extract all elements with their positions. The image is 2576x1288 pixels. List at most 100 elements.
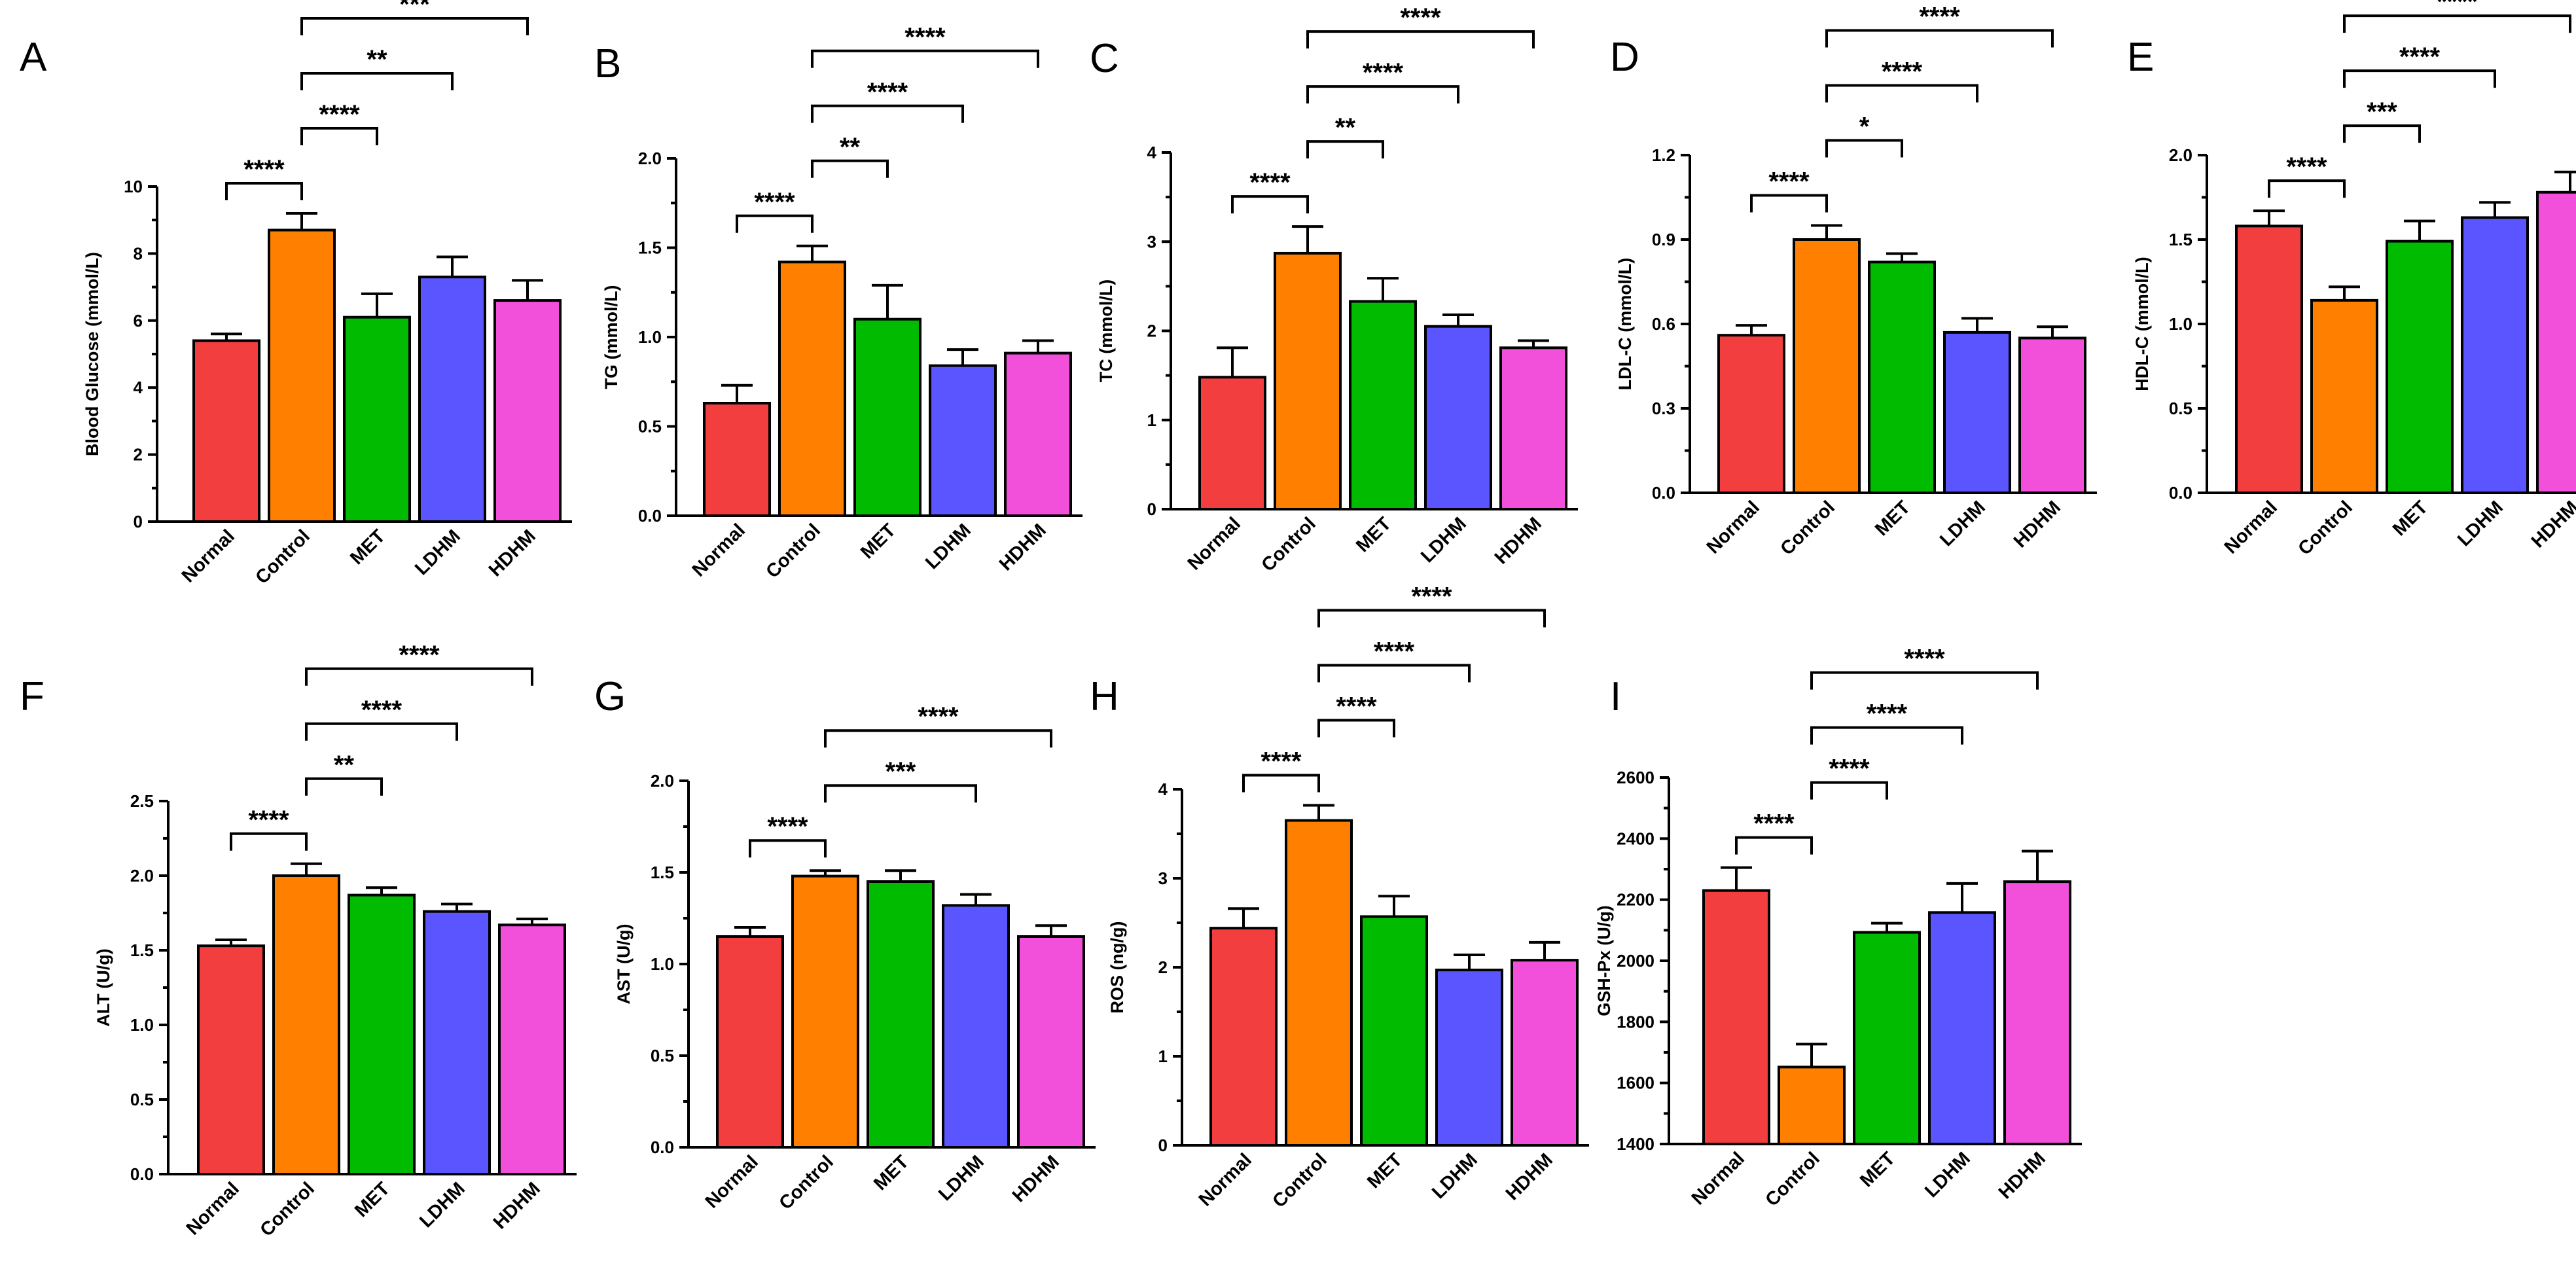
chart-panel-i: I 1400 1600 1800 2000 2200 2400 2600 GSH-Px (U/g… [1594, 645, 2082, 1211]
x-tick-label: HDHM [485, 526, 540, 581]
bar-ldhm [418, 276, 486, 523]
error-bar [1378, 895, 1410, 917]
significance-label: *** [2367, 98, 2397, 126]
significance-label: **** [1363, 58, 1404, 87]
chart-panel-h: H 0 1 2 3 4 ROS (ng/g) Normal Control MET LDHM HDHM… [1090, 582, 1589, 1212]
y-tick-label: 0 [134, 512, 143, 531]
bar-normal [2235, 224, 2303, 494]
x-tick-label: MET [1856, 1148, 1899, 1191]
y-tick-label: 3 [1147, 232, 1156, 251]
panel-letter: D [1610, 35, 1639, 80]
y-tick-label: 2 [134, 445, 143, 465]
significance-label: **** [1882, 58, 1923, 86]
panel-letter: B [594, 41, 621, 86]
chart-panel-c: C 0 1 2 3 4 TC (mmol/L) Normal Control MET LDHM HDH… [1090, 3, 1578, 576]
significance-bracket [1242, 774, 1320, 793]
y-axis-label: HDL-C (mmol/L) [2132, 257, 2152, 391]
bar-ldhm [942, 904, 1010, 1149]
error-bar [1454, 953, 1485, 971]
bar-ldhm [423, 910, 491, 1175]
y-tick-label: 10 [124, 177, 143, 196]
chart-panel-g: G 0.0 0.5 1.0 1.5 2.0 AST (U/g) Normal Control ME… [594, 674, 1096, 1214]
significance-bracket [1825, 29, 2054, 48]
y-tick-label: 2.0 [2169, 145, 2192, 165]
error-bar [437, 255, 468, 277]
y-tick-label: 4 [1147, 143, 1157, 162]
significance-label: ** [1335, 113, 1356, 142]
bar-hdhm [493, 299, 562, 523]
significance-label: **** [1249, 168, 1291, 197]
error-bar [1871, 921, 1903, 933]
significance-bracket [1825, 84, 1978, 103]
y-tick-label: 1.0 [2169, 314, 2192, 334]
significance-bracket [1231, 195, 1309, 214]
y-tick-label: 1 [1158, 1046, 1168, 1066]
y-tick-label: 1.0 [651, 954, 674, 974]
x-tick-label: Normal [2221, 497, 2281, 558]
y-tick-label: 1.5 [651, 863, 674, 882]
significance-label: **** [1261, 747, 1302, 776]
x-tick-label: Normal [1195, 1149, 1256, 1210]
bar-hdhm [1017, 935, 1085, 1149]
bar-met [343, 315, 411, 523]
significance-bracket [811, 104, 964, 123]
x-tick-label: MET [1363, 1149, 1406, 1192]
bar-control [1274, 251, 1342, 510]
significance-label: **** [904, 23, 946, 52]
x-tick-label: HDHM [1491, 513, 1546, 568]
significance-label: * [1859, 113, 1870, 141]
bar-control [1778, 1065, 1846, 1146]
significance-bracket [300, 71, 454, 90]
error-bar [947, 348, 978, 366]
bar-hdhm [1499, 346, 1567, 511]
error-bar [810, 869, 841, 876]
significance-bracket [300, 16, 529, 35]
significance-bracket [1810, 671, 2039, 690]
significance-bracket [811, 49, 1039, 68]
significance-label: **** [918, 702, 959, 731]
significance-bracket [2343, 14, 2571, 33]
significance-bracket [1306, 140, 1384, 159]
x-tick-label: HDHM [2528, 497, 2576, 552]
bar-met [1349, 300, 1417, 510]
error-bar [1217, 346, 1248, 378]
y-tick-label: 1400 [1617, 1134, 1655, 1154]
bar-ldhm [1943, 331, 2011, 494]
significance-label: **** [1753, 810, 1795, 838]
significance-bracket [305, 667, 533, 686]
significance-label: **** [248, 806, 289, 834]
error-bar [1529, 940, 1560, 961]
y-tick-label: 1.2 [1652, 145, 1675, 165]
y-tick-label: 0.5 [2169, 399, 2192, 418]
bar-hdhm [2018, 336, 2086, 494]
error-bar [2037, 325, 2068, 338]
significance-label: ** [334, 751, 355, 779]
y-tick-label: 0.0 [1652, 483, 1675, 503]
x-tick-label: LDHM [416, 1178, 469, 1232]
x-tick-label: Control [2294, 497, 2357, 560]
y-tick-label: 2.0 [638, 149, 662, 168]
error-bar [291, 862, 322, 876]
x-tick-label: MET [1871, 497, 1914, 540]
chart-panel-a: A 0 2 4 6 8 10 Blood Glucose (mmol/L) Normal Cont… [20, 0, 572, 588]
significance-bracket [1810, 726, 1963, 745]
bar-control [1285, 819, 1353, 1147]
significance-label: **** [1919, 3, 1960, 31]
x-tick-label: LDHM [411, 526, 465, 579]
significance-bracket [1825, 139, 1903, 158]
error-bar [1886, 252, 1918, 262]
y-tick-label: 1600 [1617, 1073, 1655, 1093]
bar-hdhm [2536, 190, 2576, 494]
x-tick-label: Control [775, 1151, 838, 1214]
chart-panel-e: E 0.0 0.5 1.0 1.5 2.0 HDL-C (mmol/L) Normal Cont… [2127, 0, 2576, 560]
x-tick-label: MET [2389, 497, 2432, 540]
x-tick-label: Control [1776, 497, 1839, 560]
y-tick-label: 4 [134, 378, 143, 397]
significance-label: **** [767, 812, 808, 841]
bar-normal [1198, 376, 1266, 510]
significance-bracket [225, 181, 303, 200]
significance-label: **** [1374, 637, 1415, 666]
significance-label: **** [319, 100, 360, 129]
significance-bracket [300, 126, 378, 145]
significance-bracket [749, 839, 827, 858]
